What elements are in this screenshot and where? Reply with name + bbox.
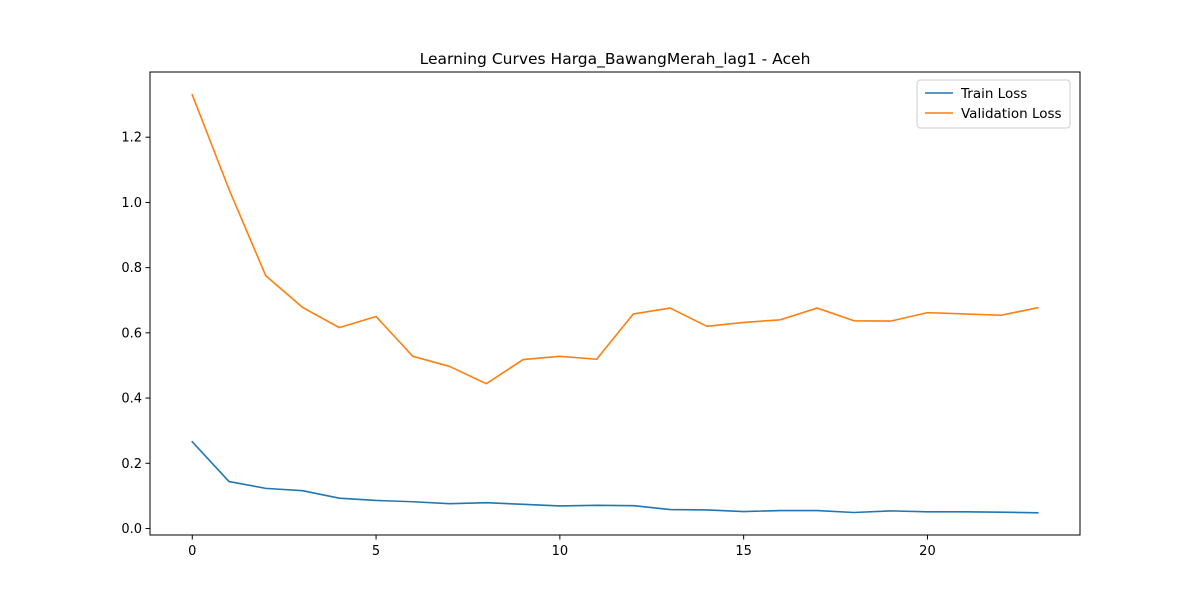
legend-box [916,79,1071,129]
x-tick-label: 5 [372,544,380,559]
x-tick-label: 20 [919,544,936,559]
y-tick-label: 1.2 [121,131,142,146]
series-line-train-loss [191,440,1039,514]
axes-layer: 0 5 10 15 20 0.0 0.2 0.4 0.6 0.8 1.0 1.2 [121,71,1081,559]
y-tick-label: 0.4 [121,392,142,407]
legend-label: Train Loss [960,86,1027,102]
chart-title: Learning Curves Harga_BawangMerah_lag1 -… [420,50,811,69]
y-tick-label: 1.0 [121,196,142,211]
y-tick-label: 0.0 [121,522,142,537]
x-tick-label: 15 [735,544,752,559]
axes-frame [149,71,1081,536]
x-tick-label: 0 [188,544,196,559]
y-tick-label: 0.2 [121,457,142,472]
series-line-validation-loss [191,93,1039,385]
legend: Train Loss Validation Loss [916,79,1071,129]
legend-label: Validation Loss [961,106,1062,122]
series-layer [191,93,1039,514]
x-tick-label: 10 [552,544,569,559]
y-tick-label: 0.6 [121,326,142,341]
y-tick-label: 0.8 [121,261,142,276]
